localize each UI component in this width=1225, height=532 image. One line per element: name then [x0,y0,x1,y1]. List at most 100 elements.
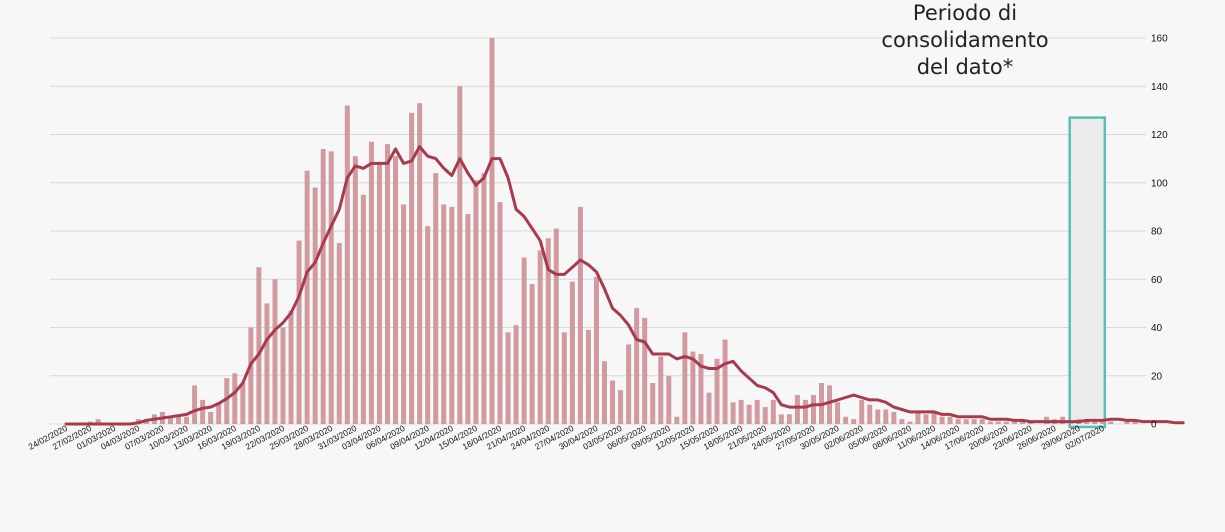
bar [674,416,680,424]
consolidation-period-box [1068,116,1107,429]
bar [875,409,881,424]
bar [344,105,350,425]
bar [328,151,334,424]
bar [312,187,318,424]
bar [401,204,407,424]
bar [593,276,599,424]
bar [1019,421,1025,424]
daily-bars [87,38,1138,425]
bar [963,419,969,424]
bar [393,156,399,424]
bar [650,382,656,424]
bar [376,163,382,424]
bar [1124,421,1130,424]
annotation-line-3: del dato* [916,55,1014,79]
bar [360,194,366,424]
bar [473,180,479,424]
bar [1011,421,1017,424]
bar [939,416,945,424]
bar [577,206,583,424]
bar [658,356,664,424]
bar [947,416,953,424]
bar [1108,421,1114,424]
bar [762,407,768,424]
bar [208,411,214,424]
moving-average-line [64,145,1185,426]
bar [184,416,190,424]
bar [618,390,624,424]
bar [167,416,173,424]
bar [296,240,302,424]
bar [987,421,993,424]
bar [433,173,439,424]
bar [1092,421,1098,424]
bar [827,385,833,424]
bar [602,361,607,424]
bar [714,358,720,424]
y-tick-label: 100 [1151,178,1168,189]
y-tick-label: 40 [1151,323,1163,334]
bar [642,317,648,424]
bar [585,329,591,424]
bar [730,402,736,424]
bar [995,421,1001,424]
bar [802,399,808,424]
bar [256,267,262,424]
bar [537,250,543,424]
bar [465,214,471,424]
bar [561,332,567,424]
y-tick-label: 140 [1151,82,1168,93]
bar [891,411,897,424]
bar [883,409,889,424]
bar [216,402,222,424]
bar [200,399,206,424]
bar [441,204,447,424]
bar [192,385,198,424]
bar [409,112,415,424]
bar [923,414,929,424]
bar [232,373,238,424]
bar [931,411,937,424]
bar [272,279,278,424]
bar [666,375,672,424]
bar [794,395,800,424]
bar [417,103,423,424]
bar [457,86,463,424]
y-tick-label: 0 [1151,420,1157,431]
bar [385,144,390,424]
bar [288,310,294,424]
bar [682,332,688,424]
bar [754,399,760,424]
bar [529,284,535,424]
bar [770,399,776,424]
bar [224,378,230,424]
y-tick-label: 20 [1151,371,1163,382]
bar [569,281,575,424]
bar [176,416,182,424]
bar [971,419,977,424]
x-axis-ticks: 24/02/202027/02/202001/03/202004/03/2020… [27,423,1106,452]
bar [505,332,511,424]
bar [489,38,495,424]
bar [915,411,921,424]
bar [481,173,487,424]
bar [979,419,985,424]
bar [955,419,961,424]
bar [706,392,712,424]
bar [95,419,101,424]
consolidation-annotation: Periodo di consolidamento del dato* [880,0,1050,81]
bar [497,202,503,424]
bar [835,402,841,424]
y-tick-label: 80 [1151,227,1163,238]
bar [368,141,374,425]
bar [626,344,632,424]
bar [1084,421,1090,424]
annotation-line-2: consolidamento [881,28,1049,52]
y-tick-label: 160 [1151,34,1168,45]
bar [449,206,455,424]
y-tick-label: 60 [1151,275,1163,286]
bar [843,416,849,424]
bar [690,351,696,424]
bar [545,238,551,424]
